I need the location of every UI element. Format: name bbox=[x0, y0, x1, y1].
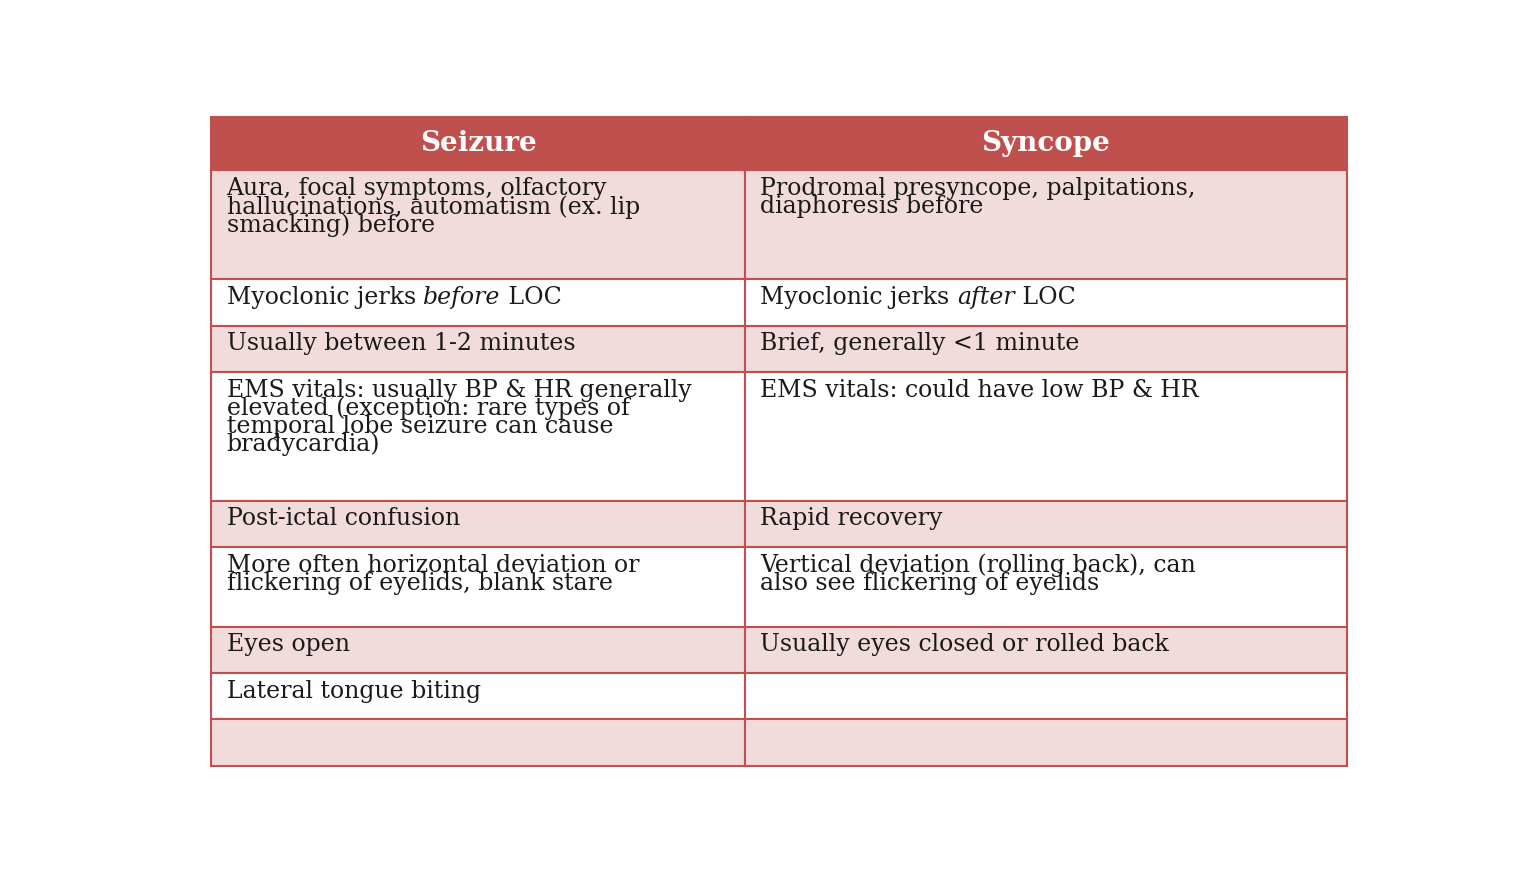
Text: flickering of eyelids, blank stare: flickering of eyelids, blank stare bbox=[226, 572, 613, 595]
Bar bbox=[745, 170, 1347, 279]
Bar bbox=[745, 501, 1347, 547]
Text: Myoclonic jerks: Myoclonic jerks bbox=[226, 286, 423, 309]
Text: Lateral tongue biting: Lateral tongue biting bbox=[226, 680, 480, 703]
Text: Post-ictal confusion: Post-ictal confusion bbox=[226, 508, 459, 531]
Bar bbox=[211, 673, 745, 719]
Bar bbox=[745, 627, 1347, 673]
Text: Syncope: Syncope bbox=[982, 130, 1110, 157]
Text: Rapid recovery: Rapid recovery bbox=[760, 508, 942, 531]
Bar bbox=[745, 719, 1347, 766]
Text: Usually eyes closed or rolled back: Usually eyes closed or rolled back bbox=[760, 634, 1169, 656]
Bar bbox=[211, 627, 745, 673]
Text: Aura, focal symptoms, olfactory: Aura, focal symptoms, olfactory bbox=[226, 177, 614, 200]
Bar bbox=[745, 279, 1347, 325]
Text: EMS vitals: usually BP & HR generally: EMS vitals: usually BP & HR generally bbox=[226, 378, 699, 402]
Text: Vertical deviation (rolling back), can: Vertical deviation (rolling back), can bbox=[760, 554, 1196, 578]
Bar bbox=[745, 325, 1347, 372]
Text: Eyes open: Eyes open bbox=[226, 634, 350, 656]
Bar bbox=[211, 325, 745, 372]
Text: hallucinations, automatism (ex. lip: hallucinations, automatism (ex. lip bbox=[226, 195, 648, 218]
Bar bbox=[211, 719, 745, 766]
Text: elevated (exception: rare types of: elevated (exception: rare types of bbox=[226, 397, 637, 420]
Bar bbox=[745, 117, 1347, 170]
Bar bbox=[211, 372, 745, 501]
Text: Usually between 1-2 minutes: Usually between 1-2 minutes bbox=[226, 332, 575, 355]
Text: Prodromal presyncope, palpitations,: Prodromal presyncope, palpitations, bbox=[760, 177, 1196, 200]
Text: LOC: LOC bbox=[500, 286, 561, 309]
Bar bbox=[745, 673, 1347, 719]
Bar bbox=[211, 501, 745, 547]
Bar bbox=[745, 372, 1347, 501]
Text: Myoclonic jerks: Myoclonic jerks bbox=[760, 286, 958, 309]
Text: smacking) before: smacking) before bbox=[226, 213, 435, 237]
Bar bbox=[211, 170, 745, 279]
Text: also see flickering of eyelids: also see flickering of eyelids bbox=[760, 572, 1099, 595]
Text: temporal lobe seizure can cause: temporal lobe seizure can cause bbox=[226, 415, 620, 438]
Text: More often horizontal deviation or: More often horizontal deviation or bbox=[226, 554, 646, 577]
Bar bbox=[211, 117, 745, 170]
Text: EMS vitals: could have low BP & HR: EMS vitals: could have low BP & HR bbox=[760, 378, 1199, 402]
Bar bbox=[211, 279, 745, 325]
Text: Brief, generally <1 minute: Brief, generally <1 minute bbox=[760, 332, 1079, 355]
Text: bradycardia): bradycardia) bbox=[226, 433, 380, 456]
Bar bbox=[211, 547, 745, 627]
Text: LOC: LOC bbox=[1015, 286, 1075, 309]
Text: after: after bbox=[958, 286, 1015, 309]
Text: diaphoresis before: diaphoresis before bbox=[760, 195, 983, 218]
Text: Seizure: Seizure bbox=[420, 130, 537, 157]
Bar bbox=[745, 547, 1347, 627]
Text: before: before bbox=[423, 286, 500, 309]
